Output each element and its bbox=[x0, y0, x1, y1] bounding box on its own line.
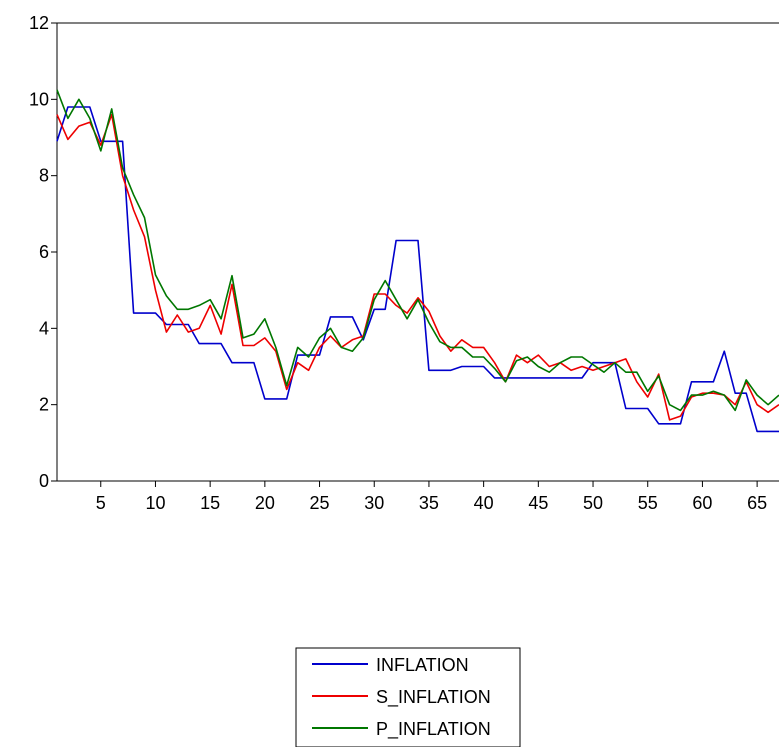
x-tick-label: 15 bbox=[200, 493, 220, 513]
x-tick-label: 20 bbox=[255, 493, 275, 513]
series-lines bbox=[56, 89, 779, 433]
legend-label: S_INFLATION bbox=[376, 687, 491, 708]
series-line-p-inflation bbox=[56, 89, 779, 412]
x-tick-label: 25 bbox=[310, 493, 330, 513]
y-axis: 0 2 4 6 8 10 12 bbox=[29, 13, 57, 491]
y-tick-label: 0 bbox=[39, 471, 49, 491]
x-tick-label: 10 bbox=[145, 493, 165, 513]
x-tick-label: 60 bbox=[692, 493, 712, 513]
x-tick-label: 40 bbox=[474, 493, 494, 513]
x-tick-label: 45 bbox=[528, 493, 548, 513]
x-tick-label: 50 bbox=[583, 493, 603, 513]
legend-label: INFLATION bbox=[376, 655, 469, 675]
x-tick-label: 65 bbox=[747, 493, 767, 513]
x-tick-label: 55 bbox=[638, 493, 658, 513]
legend: INFLATION S_INFLATION P_INFLATION bbox=[295, 647, 521, 747]
plot-frame bbox=[56, 22, 779, 482]
y-tick-label: 12 bbox=[29, 13, 49, 33]
x-tick-label: 5 bbox=[96, 493, 106, 513]
series-line-s-inflation bbox=[56, 113, 779, 421]
y-tick-label: 2 bbox=[39, 395, 49, 415]
y-tick-label: 10 bbox=[29, 89, 49, 109]
x-axis: 5 10 15 20 25 30 35 40 45 50 55 60 65 bbox=[96, 481, 767, 513]
series-line-inflation bbox=[56, 106, 779, 433]
x-tick-label: 35 bbox=[419, 493, 439, 513]
y-tick-label: 6 bbox=[39, 242, 49, 262]
legend-label: P_INFLATION bbox=[376, 719, 491, 740]
x-tick-label: 30 bbox=[364, 493, 384, 513]
y-tick-label: 8 bbox=[39, 166, 49, 186]
y-tick-label: 4 bbox=[39, 318, 49, 338]
